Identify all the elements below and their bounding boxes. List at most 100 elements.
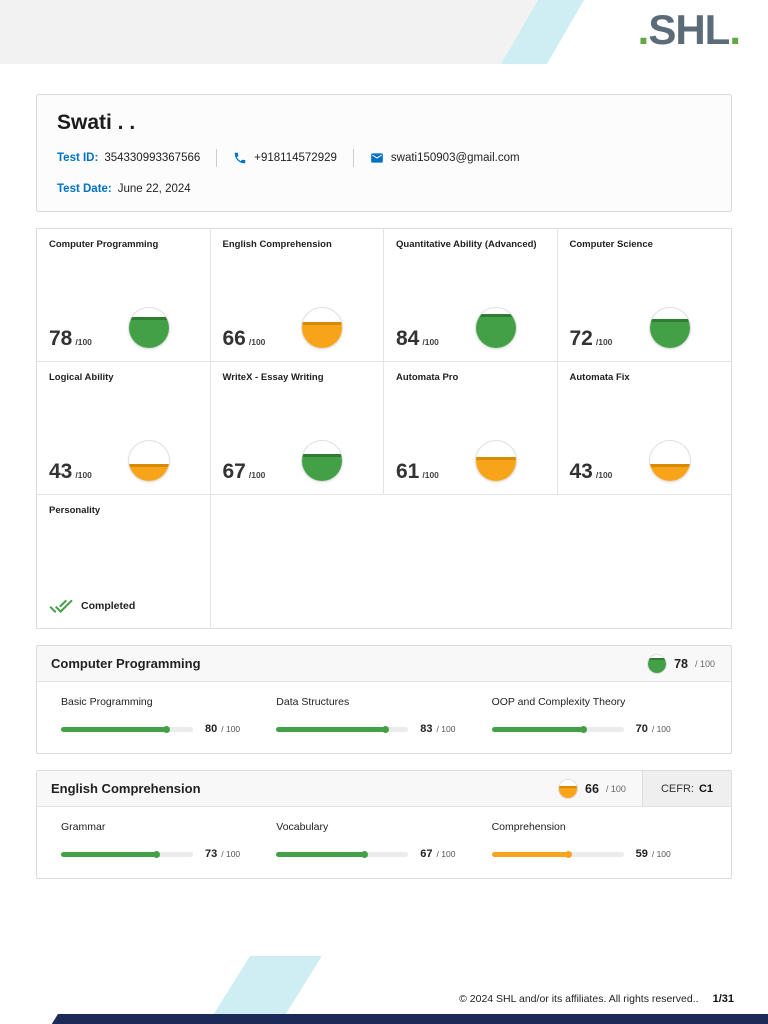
score-gauge <box>474 307 517 349</box>
score-tile-computer-science: Computer Science 72/100 <box>557 229 731 362</box>
shl-logo: .SHL. <box>637 6 741 54</box>
divider <box>216 149 218 167</box>
logo-dot-right: . <box>729 6 741 53</box>
test-date-row: Test Date: June 22, 2024 <box>57 183 711 195</box>
section-score-value: 66 <box>585 781 599 796</box>
subscore-value: 59 <box>635 848 648 860</box>
empty-cell <box>211 495 732 628</box>
subscore-denom: / 100 <box>436 724 456 734</box>
candidate-card: Swati . . Test ID: 354330993367566 +9181… <box>36 94 732 212</box>
subscore-denom: / 100 <box>436 849 456 859</box>
cefr-badge: CEFR: C1 <box>641 771 731 806</box>
section-score-denom: / 100 <box>694 658 715 669</box>
section-gauge-icon <box>558 778 578 799</box>
score-tile-automata-fix: Automata Fix 43/100 <box>557 362 731 495</box>
tile-score-denom: /100 <box>595 337 613 347</box>
progress-bar <box>491 725 624 733</box>
tile-score-value: 43 <box>569 460 593 483</box>
score-gauge <box>127 307 170 349</box>
candidate-email: swati150903@gmail.com <box>390 152 520 164</box>
tile-score-denom: /100 <box>595 470 613 480</box>
tile-score-value: 66 <box>222 327 246 350</box>
subscore-basic-programming: Basic Programming 80/ 100 <box>61 696 276 735</box>
progress-bar <box>61 850 193 858</box>
tile-title: WriteX - Essay Writing <box>222 372 324 383</box>
page-footer: © 2024 SHL and/or its affiliates. All ri… <box>0 954 768 1024</box>
score-tile-quantitative-ability: Quantitative Ability (Advanced) 84/100 <box>384 229 558 362</box>
subscore-label: OOP and Complexity Theory <box>491 696 626 708</box>
tile-score-denom: /100 <box>75 337 92 347</box>
copyright-text: © 2024 SHL and/or its affiliates. All ri… <box>459 993 699 1005</box>
subscore-label: Vocabulary <box>276 821 329 833</box>
section-score: 78 / 100 <box>631 646 731 681</box>
scores-grid: Computer Programming 78/100 English Comp… <box>36 228 732 629</box>
tile-title: Automata Pro <box>396 372 459 383</box>
tile-score-value: 61 <box>396 460 420 483</box>
score-gauge <box>301 307 343 349</box>
test-id-value: 354330993367566 <box>104 152 201 164</box>
divider <box>352 149 354 167</box>
page-header: .SHL. <box>0 0 768 64</box>
tile-score-denom: /100 <box>422 470 439 480</box>
tile-title: Automata Fix <box>569 372 630 383</box>
tile-score-value: 43 <box>49 460 73 483</box>
tile-title: Computer Science <box>569 239 653 250</box>
subscore-vocabulary: Vocabulary 67/ 100 <box>276 821 491 860</box>
section-gauge-icon <box>647 653 668 674</box>
tile-title: Quantitative Ability (Advanced) <box>396 239 537 250</box>
test-id-label: Test ID: <box>57 152 99 164</box>
subscore-value: 83 <box>420 723 433 735</box>
tile-title: Computer Programming <box>49 239 159 250</box>
subscore-data-structures: Data Structures 83/ 100 <box>276 696 491 735</box>
subscore-label: Data Structures <box>276 696 350 708</box>
score-tile-writex-essay-writing: WriteX - Essay Writing 67/100 <box>210 362 384 495</box>
subscore-value: 73 <box>205 848 218 860</box>
mail-icon <box>371 153 383 163</box>
subscore-denom: / 100 <box>651 724 671 734</box>
tile-score-denom: /100 <box>248 470 266 480</box>
progress-bar <box>276 725 409 733</box>
logo-text: SHL <box>648 6 730 53</box>
cefr-value: C1 <box>698 782 713 795</box>
score-tile-logical-ability: Logical Ability 43/100 <box>37 362 211 495</box>
section-title: English Comprehension <box>51 781 201 796</box>
tile-score-value: 67 <box>222 460 246 483</box>
footer-text: © 2024 SHL and/or its affiliates. All ri… <box>459 993 734 1005</box>
subscore-denom: / 100 <box>651 849 671 859</box>
section-score-value: 78 <box>674 656 688 671</box>
tile-title: Logical Ability <box>49 372 114 383</box>
score-gauge <box>474 440 517 482</box>
subscore-label: Comprehension <box>491 821 566 833</box>
score-gauge <box>649 440 691 482</box>
subscore-denom: / 100 <box>221 849 241 859</box>
tile-score-denom: /100 <box>422 337 439 347</box>
score-tile-personality: Personality Completed <box>37 495 211 628</box>
progress-bar <box>61 725 193 733</box>
tile-title: Personality <box>49 505 101 516</box>
subscore-comprehension: Comprehension 59/ 100 <box>491 821 707 860</box>
page-number: 1/31 <box>712 993 734 1005</box>
section-computer-programming: Computer Programming 78 / 100 Basic Prog… <box>36 645 732 754</box>
candidate-contact-row: Test ID: 354330993367566 +918114572929 s… <box>57 149 711 167</box>
tile-score-value: 84 <box>396 327 420 350</box>
footer-navy-bar <box>51 1014 768 1024</box>
tile-score-denom: /100 <box>75 470 92 480</box>
score-gauge <box>301 440 343 482</box>
test-date-value: June 22, 2024 <box>117 183 191 195</box>
score-gauge <box>649 307 691 349</box>
candidate-phone: +918114572929 <box>254 152 337 164</box>
subscore-oop-complexity: OOP and Complexity Theory 70/ 100 <box>491 696 707 735</box>
footer-diagonal-accent <box>213 956 322 1014</box>
phone-icon <box>235 152 246 164</box>
logo-dot-left: . <box>637 6 650 53</box>
test-date-label: Test Date: <box>57 183 112 195</box>
subscore-value: 80 <box>205 723 218 735</box>
subscore-denom: / 100 <box>221 724 241 734</box>
cefr-label: CEFR: <box>660 782 694 795</box>
candidate-name: Swati . . <box>57 111 136 134</box>
section-body: Basic Programming 80/ 100 Data Structure… <box>37 682 731 753</box>
section-score: 66 / 100 <box>542 771 642 806</box>
section-title: Computer Programming <box>51 656 201 671</box>
section-english-comprehension: English Comprehension 66 / 100 CEFR: C1 … <box>36 770 732 879</box>
subscore-value: 70 <box>635 723 648 735</box>
